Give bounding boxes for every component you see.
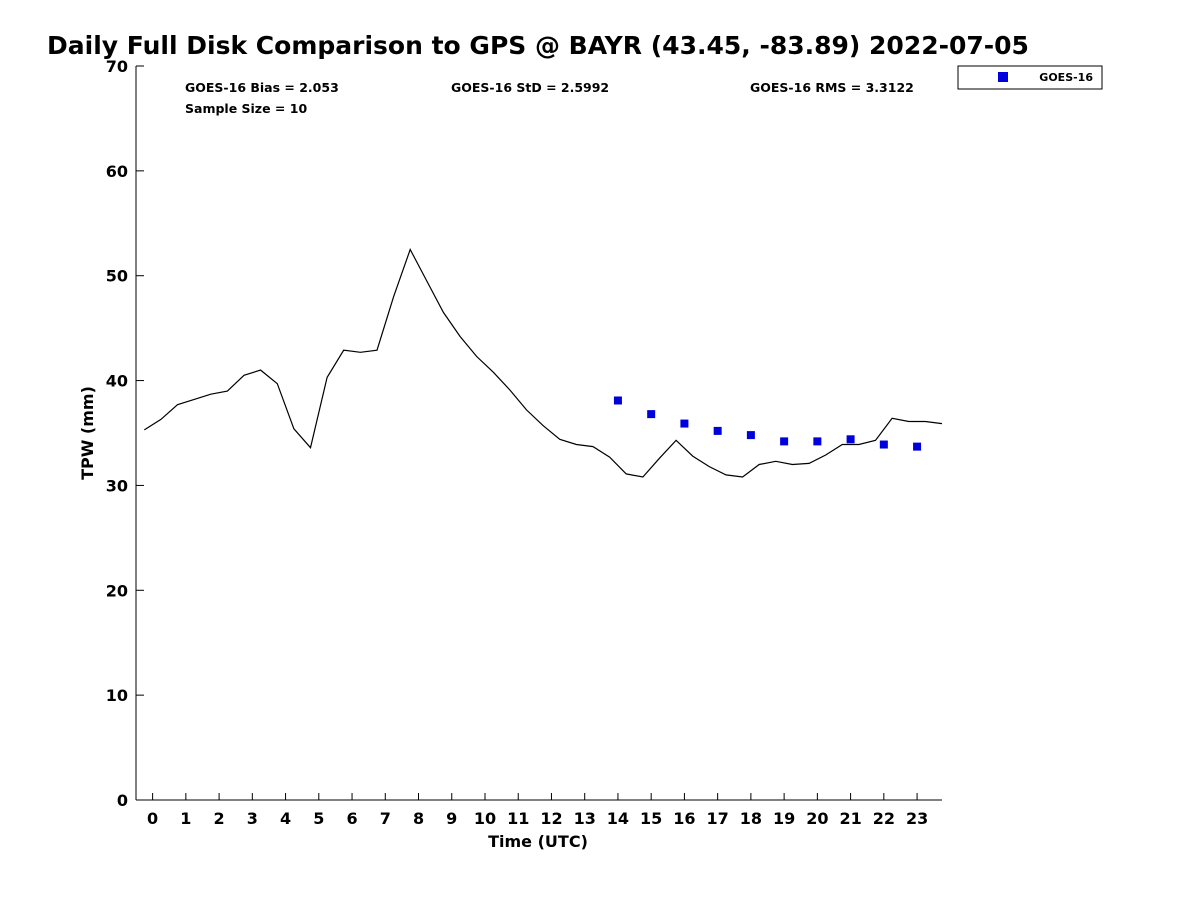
x-tick-label: 4 bbox=[280, 809, 291, 828]
y-tick-label: 10 bbox=[106, 686, 128, 705]
x-ticks: 0 1 2 3 4 5 6 7 8 9 10 11 12 13 14 15 16 17 18 19 20 21 22 23 bbox=[147, 793, 928, 828]
x-tick-label: 20 bbox=[806, 809, 828, 828]
x-tick-label: 0 bbox=[147, 809, 158, 828]
x-tick-label: 5 bbox=[313, 809, 324, 828]
x-tick-label: 16 bbox=[673, 809, 695, 828]
y-tick-label: 40 bbox=[106, 372, 128, 391]
x-tick-label: 17 bbox=[707, 809, 729, 828]
goes16-point bbox=[879, 440, 888, 449]
y-tick-label: 30 bbox=[106, 476, 128, 495]
x-tick-label: 11 bbox=[507, 809, 529, 828]
x-tick-label: 7 bbox=[380, 809, 391, 828]
goes16-point bbox=[846, 435, 855, 444]
x-axis-label: Time (UTC) bbox=[488, 832, 588, 851]
legend: GOES-16 bbox=[957, 65, 1103, 90]
x-tick-label: 8 bbox=[413, 809, 424, 828]
x-tick-label: 9 bbox=[446, 809, 457, 828]
y-tick-label: 70 bbox=[106, 57, 128, 76]
x-tick-label: 12 bbox=[540, 809, 562, 828]
x-tick-label: 13 bbox=[574, 809, 596, 828]
stat-sample-size: Sample Size = 10 bbox=[185, 101, 307, 116]
x-tick-label: 21 bbox=[839, 809, 861, 828]
y-tick-label: 50 bbox=[106, 267, 128, 286]
stat-rms: GOES-16 RMS = 3.3122 bbox=[750, 80, 914, 95]
y-axis-label: TPW (mm) bbox=[78, 386, 97, 480]
x-tick-label: 22 bbox=[873, 809, 895, 828]
legend-box bbox=[957, 65, 1103, 90]
goes16-point bbox=[746, 431, 755, 440]
y-ticks: 0 10 20 30 40 50 60 70 bbox=[106, 57, 144, 810]
x-tick-label: 1 bbox=[180, 809, 191, 828]
x-tick-label: 2 bbox=[214, 809, 225, 828]
x-tick-label: 14 bbox=[607, 809, 629, 828]
x-tick-label: 6 bbox=[346, 809, 357, 828]
x-tick-label: 19 bbox=[773, 809, 795, 828]
x-tick-label: 10 bbox=[474, 809, 496, 828]
x-tick-label: 15 bbox=[640, 809, 662, 828]
x-tick-label: 23 bbox=[906, 809, 928, 828]
chart-title: Daily Full Disk Comparison to GPS @ BAYR… bbox=[47, 31, 1029, 60]
x-tick-label: 3 bbox=[247, 809, 258, 828]
goes16-point bbox=[913, 442, 922, 451]
gps-tpw-line bbox=[143, 248, 943, 478]
goes16-point bbox=[813, 437, 822, 446]
goes16-point bbox=[613, 396, 622, 405]
series-layer bbox=[143, 248, 943, 478]
y-tick-label: 60 bbox=[106, 162, 128, 181]
legend-label-goes16: GOES-16 bbox=[1039, 71, 1093, 84]
y-tick-label: 0 bbox=[117, 791, 128, 810]
goes16-point bbox=[780, 437, 789, 446]
x-tick-label: 18 bbox=[740, 809, 762, 828]
plot-axes bbox=[135, 66, 942, 801]
stat-bias: GOES-16 Bias = 2.053 bbox=[185, 80, 339, 95]
y-tick-label: 20 bbox=[106, 581, 128, 600]
legend-marker-goes16 bbox=[998, 72, 1008, 82]
goes16-point bbox=[647, 410, 656, 419]
stat-std: GOES-16 StD = 2.5992 bbox=[451, 80, 609, 95]
goes16-point bbox=[680, 419, 689, 428]
goes16-point bbox=[713, 426, 722, 435]
